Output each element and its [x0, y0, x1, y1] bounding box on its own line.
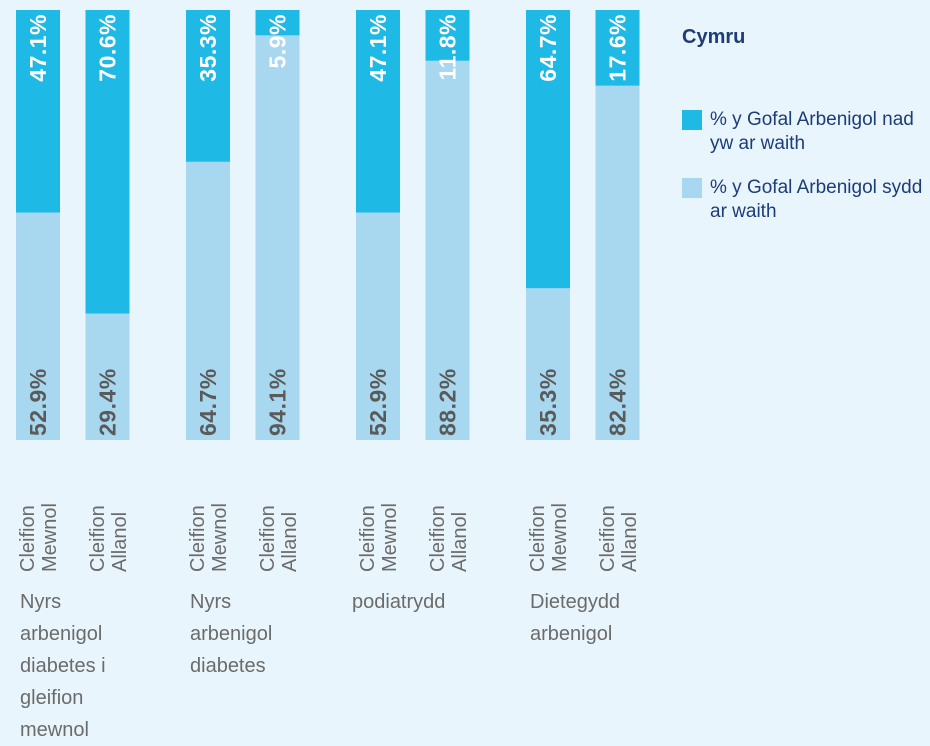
- group-label: podiatrydd: [352, 591, 446, 613]
- bar-segment: [16, 212, 60, 440]
- value-label: 47.1%: [25, 14, 51, 82]
- legend-item: % y Gofal Arbenigol sydd ar waith: [682, 176, 930, 224]
- value-label: 17.6%: [605, 14, 631, 82]
- value-label: 70.6%: [95, 14, 121, 82]
- group-label: Nyrs arbenigol diabetes i gleifion mewno…: [20, 591, 106, 741]
- x-tick-label: Cleifion Mewnol: [17, 503, 61, 572]
- value-label: 35.3%: [535, 368, 561, 436]
- bar-segment: [356, 10, 400, 213]
- x-tick-label: Cleifion Allanol: [256, 505, 301, 572]
- chart-title: Cymru: [682, 26, 746, 48]
- value-label: 88.2%: [435, 368, 461, 436]
- legend-label: % y Gofal Arbenigol sydd ar waith: [710, 177, 923, 222]
- group-label: Dietegydd arbenigol: [530, 591, 621, 645]
- x-tick-label: Cleifion Mewnol: [357, 503, 401, 572]
- bar-segment: [425, 60, 470, 441]
- bar-segment: [595, 85, 640, 441]
- x-tick-label: Cleifion Allanol: [426, 505, 471, 572]
- bar-segment: [186, 10, 230, 162]
- value-label: 64.7%: [195, 368, 221, 436]
- legend-swatch: [682, 178, 702, 198]
- bar-segment: [255, 35, 300, 441]
- bar-segment: [186, 161, 230, 441]
- value-label: 11.8%: [435, 14, 461, 80]
- bar-segment: [356, 212, 400, 440]
- value-label: 5.9%: [265, 14, 291, 68]
- bar-segment: [595, 10, 640, 86]
- value-label: 29.4%: [95, 368, 121, 436]
- value-label: 64.7%: [535, 14, 561, 82]
- bar-segment: [16, 10, 60, 213]
- bar-segment: [526, 10, 570, 289]
- x-tick-label: Cleifion Mewnol: [187, 503, 231, 572]
- value-label: 47.1%: [365, 14, 391, 82]
- bar-segment: [85, 313, 130, 440]
- bar-segment: [255, 10, 300, 36]
- value-label: 94.1%: [265, 368, 291, 436]
- legend-swatch: [682, 110, 702, 130]
- value-label: 35.3%: [195, 14, 221, 82]
- legend-item: % y Gofal Arbenigol nad yw ar waith: [682, 108, 930, 156]
- legend-label: % y Gofal Arbenigol nad yw ar waith: [710, 109, 914, 154]
- x-tick-label: Cleifion Allanol: [86, 505, 131, 572]
- value-label: 52.9%: [25, 368, 51, 436]
- group-label: Nyrs arbenigol diabetes: [190, 591, 273, 677]
- x-tick-label: Cleifion Mewnol: [527, 503, 571, 572]
- bar-segment: [425, 10, 470, 61]
- value-label: 82.4%: [605, 368, 631, 436]
- value-label: 52.9%: [365, 368, 391, 436]
- bar-segment: [85, 10, 130, 314]
- bar-segment: [526, 288, 570, 440]
- x-tick-label: Cleifion Allanol: [596, 505, 641, 572]
